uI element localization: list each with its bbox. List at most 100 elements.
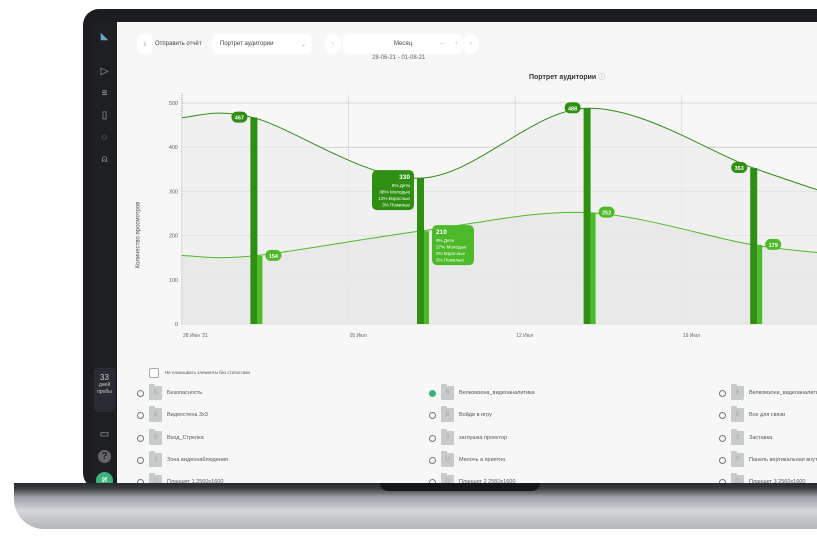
radio-button[interactable] (429, 434, 436, 442)
date-range: 28-06-21 - 01-08-21 (372, 55, 426, 61)
list-item-label: Заставка (749, 435, 773, 441)
folder-icon: П (149, 473, 162, 483)
hide-empty-label: Не показывать элементы без статистики (165, 370, 250, 375)
folder-icon: З (441, 429, 454, 445)
user-icon[interactable]: ⍝ (101, 154, 108, 165)
radio-button[interactable] (429, 389, 436, 397)
list-item[interactable]: П Планшет 3 2560x1600 (719, 473, 806, 483)
data-label-value: 467 (235, 116, 244, 122)
list-item-label: заглушка проектор (459, 435, 508, 441)
list-item[interactable]: П Планшет 2 2560x1600 (429, 473, 515, 483)
period-selector[interactable]: Месяц — + (343, 34, 463, 54)
folder-icon: В (441, 384, 454, 400)
data-label-bubble (432, 225, 474, 266)
document-icon[interactable]: ▯ (101, 110, 108, 121)
logo-icon[interactable]: ◣ (100, 31, 109, 42)
list-item-label: Велкомзона_видеоаналитика (749, 390, 817, 396)
radio-button[interactable] (137, 478, 144, 483)
monitor-icon[interactable]: ▭ (99, 429, 110, 440)
minus-icon[interactable]: — (439, 41, 445, 47)
data-label-bubble (598, 206, 615, 218)
folder-icon: В (731, 384, 744, 400)
radio-button[interactable] (137, 389, 144, 397)
data-label-detail: 12% Взрослые (378, 196, 410, 201)
hide-empty-checkbox[interactable] (149, 368, 159, 378)
radio-button[interactable] (429, 456, 436, 464)
loading-icon[interactable]: ◌ (101, 132, 108, 143)
app-window: ◣ ▷ ≡ ▯ ◌ ⍝ 33 дней пробы ▭ ? И ⤓ Отправ… (92, 22, 817, 483)
radio-button[interactable] (719, 434, 726, 442)
sidebar: ◣ ▷ ≡ ▯ ◌ ⍝ 33 дней пробы ▭ ? И (92, 22, 117, 483)
bar-lower (590, 212, 596, 324)
avatar[interactable]: И (96, 472, 113, 483)
plus-icon[interactable]: + (454, 41, 458, 47)
bar-lower (257, 255, 263, 324)
bar-upper (250, 117, 258, 324)
list-item-label: Все для связи (749, 412, 786, 418)
report-select-value: Портрет аудитории (220, 41, 274, 47)
folder-icon: Б (149, 384, 162, 400)
data-label-bubble (765, 238, 782, 250)
prev-period-button[interactable]: ‹ (325, 34, 341, 54)
list-item[interactable]: В Вход_Стрелка (137, 429, 204, 445)
list-item-label: Вход_Стрелка (167, 435, 204, 441)
list-item[interactable]: П Планшет 1 2560x1600 (137, 473, 224, 483)
list-item[interactable]: В Войди в игру (429, 406, 492, 422)
folder-icon: П (731, 451, 744, 467)
series-area (182, 212, 817, 324)
bar-upper (583, 108, 591, 324)
list-item[interactable]: В Велкомзона_видеоаналитика (429, 384, 535, 400)
info-icon[interactable]: ⓘ (598, 74, 606, 81)
bar-lower (424, 231, 429, 324)
bar-upper (750, 167, 758, 324)
list-item[interactable]: П Панель вертикальная внутр (719, 451, 817, 467)
filter-icon[interactable]: ≡ (101, 88, 108, 99)
radio-button[interactable] (719, 456, 726, 464)
radio-button[interactable] (719, 389, 726, 397)
radio-button[interactable] (429, 411, 436, 419)
list-item[interactable]: Б Безопасность (137, 384, 202, 400)
radio-button[interactable] (137, 456, 144, 464)
list-item[interactable]: М Мелочь а приятно (429, 451, 506, 467)
data-label-value: 210 (436, 229, 447, 236)
list-item[interactable]: З Зона видеонаблюдения (137, 451, 228, 467)
radio-button[interactable] (719, 478, 726, 483)
list-item-label: Мелочь а приятно (459, 457, 506, 463)
next-period-button[interactable]: › (463, 34, 479, 54)
data-label-bubble (564, 102, 581, 114)
list-item[interactable]: В Видеостена 3x3 (137, 406, 208, 422)
data-label-value: 179 (769, 243, 778, 249)
trial-label: дней пробы (97, 382, 112, 395)
list-item-label: Планшет 3 2560x1600 (749, 479, 806, 483)
radio-button[interactable] (429, 478, 436, 483)
trial-days: 33 (100, 373, 109, 382)
list-item[interactable]: В Велкомзона_видеоаналитика (719, 384, 817, 400)
trial-badge[interactable]: 33 дней пробы (94, 368, 115, 412)
list-item[interactable]: З Заставка (719, 429, 773, 445)
data-label-value: 154 (269, 254, 279, 260)
data-label-value: 252 (602, 211, 611, 217)
radio-button[interactable] (719, 411, 726, 419)
folder-icon: З (149, 451, 162, 467)
data-label-bubble (731, 161, 748, 173)
x-tick-label: 19 Июл (683, 333, 700, 339)
data-label-detail: 2% Взрослые (436, 251, 465, 256)
bar-lower (757, 244, 763, 324)
download-icon[interactable]: ⤓ (137, 34, 153, 54)
folder-icon: В (149, 429, 162, 445)
play-icon[interactable]: ▷ (100, 66, 109, 77)
list-item-label: Планшет 1 2560x1600 (167, 479, 224, 483)
list-item[interactable]: В Все для связи (719, 406, 786, 422)
y-tick-label: 0 (175, 322, 178, 328)
y-tick-label: 500 (169, 101, 178, 107)
report-select[interactable]: Портрет аудитории ⌄ (212, 34, 312, 54)
send-report-button[interactable]: Отправить отчёт (155, 41, 202, 47)
folder-icon: М (441, 451, 454, 467)
help-icon[interactable]: ? (98, 450, 111, 463)
y-tick-label: 100 (169, 278, 178, 284)
data-label-value: 488 (568, 106, 577, 112)
radio-button[interactable] (137, 411, 144, 419)
list-item-label: Зона видеонаблюдения (167, 457, 228, 463)
radio-button[interactable] (137, 434, 144, 442)
